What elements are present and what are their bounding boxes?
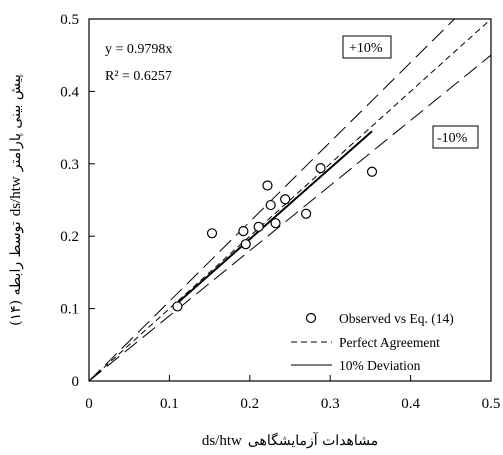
legend-label-observed: Observed vs Eq. (14) [339,311,454,326]
minus-10-percent-line [88,54,492,382]
x-axis-label-text: مشاهدات آزمایشگاهی [248,431,378,449]
equation-label: y = 0.9798x [105,42,172,57]
y-axis-label-symbol: ds/htw [8,176,24,216]
y-tick-label: 0.2 [60,229,79,245]
lower-label-box [432,125,479,149]
x-axis-ticks: 0 0.1 0.2 0.3 0.4 0.5 [85,375,500,412]
data-point [262,180,273,191]
x-tick-label: 0.2 [240,396,259,412]
x-tick-label: 0.5 [482,396,501,412]
legend-label-perfect: Perfect Agreement [339,335,440,350]
lower-deviation-label: -10% [437,131,468,146]
data-point [366,166,378,177]
upper-deviation-label: +10% [349,41,383,56]
r-squared-label: R² = 0.6257 [105,69,172,84]
data-points [172,163,378,312]
data-point [172,301,183,312]
data-point [280,194,291,205]
legend: Observed vs Eq. (14) Perfect Agreement 1… [291,311,454,373]
x-tick-label: 0.1 [160,396,179,412]
y-axis-label-text-after: توسط رابطه (۱۴) [8,221,24,326]
upper-label-box [342,35,392,59]
y-tick-label: 0.3 [60,157,79,173]
data-point [300,208,312,219]
y-axis-label: توسط رابطه (۱۴) ds/htw پیش بینی پارامتر [8,74,24,326]
x-tick-label: 0.4 [401,396,420,412]
y-tick-label: 0.5 [60,12,79,28]
data-point [206,228,218,239]
regression-trendline [176,130,373,304]
y-axis-ticks: 0 0.1 0.2 0.3 0.4 0.5 [60,12,95,390]
data-point [253,221,264,232]
legend-label-deviation: 10% Deviation [339,358,421,373]
data-point [265,199,276,211]
data-point [238,226,249,237]
y-tick-label: 0.1 [60,302,79,318]
y-axis-label-text-before: پیش بینی پارامتر [8,74,24,172]
data-point [315,163,326,174]
y-tick-label: 0 [72,374,80,390]
data-point [270,218,281,229]
plus-10-percent-line [88,18,455,382]
y-tick-label: 0.4 [60,84,79,100]
x-tick-label: 0 [85,396,93,412]
data-point [240,239,251,250]
legend-circle-marker [305,312,317,324]
plot-area-frame [88,18,492,382]
x-axis-label: ds/htw مشاهدات آزمایشگاهی [202,431,378,449]
x-tick-label: 0.3 [321,396,340,412]
x-axis-label-symbol: ds/htw [202,433,242,449]
